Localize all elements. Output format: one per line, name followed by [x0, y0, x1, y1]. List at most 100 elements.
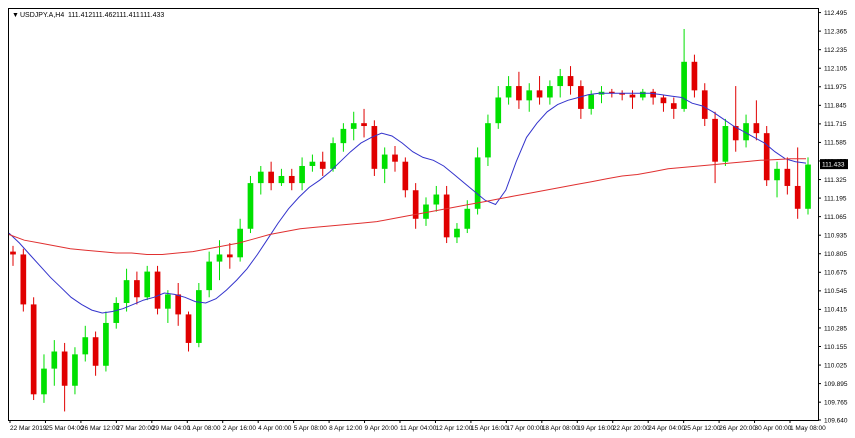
bear-candle	[371, 126, 378, 169]
header-close: 111.433	[140, 12, 164, 19]
bear-candle	[608, 91, 615, 94]
bull-candle	[526, 90, 533, 101]
x-tick-label: 29 Mar 04:00	[152, 425, 191, 432]
bear-candle	[516, 86, 522, 101]
bear-candle	[154, 271, 161, 309]
y-tick-label: 110.545	[824, 288, 847, 295]
x-tick-label: 26 Mar 12:00	[81, 425, 120, 432]
y-tick-label: 111.975	[824, 84, 847, 91]
bear-candle	[361, 123, 367, 127]
header-low: 111.411	[116, 12, 140, 19]
x-tick-label: 19 Apr 16:00	[577, 425, 614, 432]
bull-candle	[433, 194, 440, 205]
bear-candle	[691, 61, 698, 91]
y-tick-label: 110.415	[824, 307, 847, 314]
bull-candle	[216, 254, 223, 262]
y-tick-label: 112.495	[824, 10, 847, 17]
bear-candle	[20, 254, 27, 305]
y-tick-label: 109.895	[824, 381, 848, 388]
y-tick-label: 110.805	[824, 251, 847, 258]
x-tick-label: 11 Apr 04:00	[400, 425, 437, 432]
ma-lines-layer	[8, 92, 807, 314]
bear-candle	[268, 171, 274, 184]
bull-candle	[123, 280, 130, 303]
x-tick-label: 12 Apr 12:00	[435, 425, 472, 432]
bull-candle	[330, 143, 336, 169]
x-tick-label: 1 Apr 08:00	[187, 425, 221, 432]
x-tick-label: 26 Apr 20:00	[719, 425, 756, 432]
y-tick-label: 109.640	[824, 417, 848, 424]
bull-candle	[196, 290, 202, 343]
bear-candle	[412, 190, 419, 219]
bear-candle	[650, 91, 656, 98]
bear-candle	[629, 94, 636, 98]
y-tick-label: 112.105	[824, 66, 847, 73]
bear-candle	[536, 90, 543, 98]
bull-candle	[51, 351, 58, 369]
x-tick-label: 9 Apr 20:00	[365, 425, 399, 432]
bull-candle	[805, 164, 811, 209]
bear-candle	[92, 337, 99, 366]
bear-candle	[712, 118, 718, 162]
bull-candle	[495, 97, 502, 124]
y-tick-label: 110.935	[824, 232, 847, 239]
bull-candle	[485, 123, 491, 158]
bull-candle	[557, 76, 564, 87]
bear-candle	[619, 93, 625, 95]
bull-candle	[423, 204, 429, 219]
bull-candle	[103, 322, 109, 366]
y-tick-label: 110.025	[824, 362, 847, 369]
header-symbol: USDJPY.A,H4	[20, 12, 64, 19]
bull-candle	[639, 91, 646, 98]
ma-slow-line	[8, 158, 806, 255]
ma-fast-line	[8, 92, 807, 314]
bull-candle	[743, 123, 749, 141]
bull-candle	[278, 175, 285, 184]
x-tick-label: 15 Apr 16:00	[471, 425, 508, 432]
bear-candle	[660, 97, 667, 104]
bull-candle	[247, 183, 254, 229]
bull-candle	[206, 261, 213, 291]
header-open: 111.412	[68, 12, 92, 19]
x-tick-label: 25 Mar 04:00	[45, 425, 84, 432]
bull-candle	[722, 126, 729, 162]
bear-candle	[794, 185, 801, 209]
bear-candle	[701, 90, 708, 119]
y-tick-label: 111.325	[824, 177, 847, 184]
bear-candle	[185, 314, 192, 343]
candles-layer	[10, 28, 811, 412]
y-tick-label: 110.285	[824, 325, 847, 332]
x-tick-label: 4 Apr 00:00	[258, 425, 292, 432]
price-tag-label: 111.433	[822, 162, 845, 169]
bull-candle	[72, 354, 78, 386]
bull-candle	[113, 302, 120, 323]
price-tag-bg	[820, 159, 848, 170]
bull-candle	[505, 86, 512, 98]
bull-candle	[309, 161, 316, 166]
x-tick-label: 25 Apr 12:00	[684, 425, 721, 432]
bear-candle	[61, 351, 68, 386]
y-tick-label: 111.065	[824, 214, 847, 221]
bull-candle	[464, 208, 471, 229]
bull-candle	[381, 154, 388, 169]
y-tick-label: 109.765	[824, 399, 848, 406]
bear-candle	[784, 168, 791, 186]
bull-candle	[165, 294, 171, 309]
bull-candle	[144, 271, 151, 298]
x-tick-label: 2 Apr 16:00	[223, 425, 257, 432]
y-tick-label: 112.235	[824, 47, 847, 54]
collapse-triangle-icon[interactable]: ▼	[12, 12, 19, 19]
y-tick-label: 111.585	[824, 140, 847, 147]
header-high: 111.462	[92, 12, 116, 19]
bear-candle	[732, 126, 739, 141]
bear-candle	[763, 133, 770, 181]
bear-candle	[226, 254, 233, 258]
bull-candle	[588, 94, 595, 109]
bull-candle	[340, 128, 347, 144]
x-tick-label: 18 Apr 08:00	[542, 425, 579, 432]
x-tick-label: 1 May 08:00	[790, 425, 826, 432]
y-tick-label: 112.365	[824, 28, 847, 35]
bull-candle	[350, 123, 357, 129]
